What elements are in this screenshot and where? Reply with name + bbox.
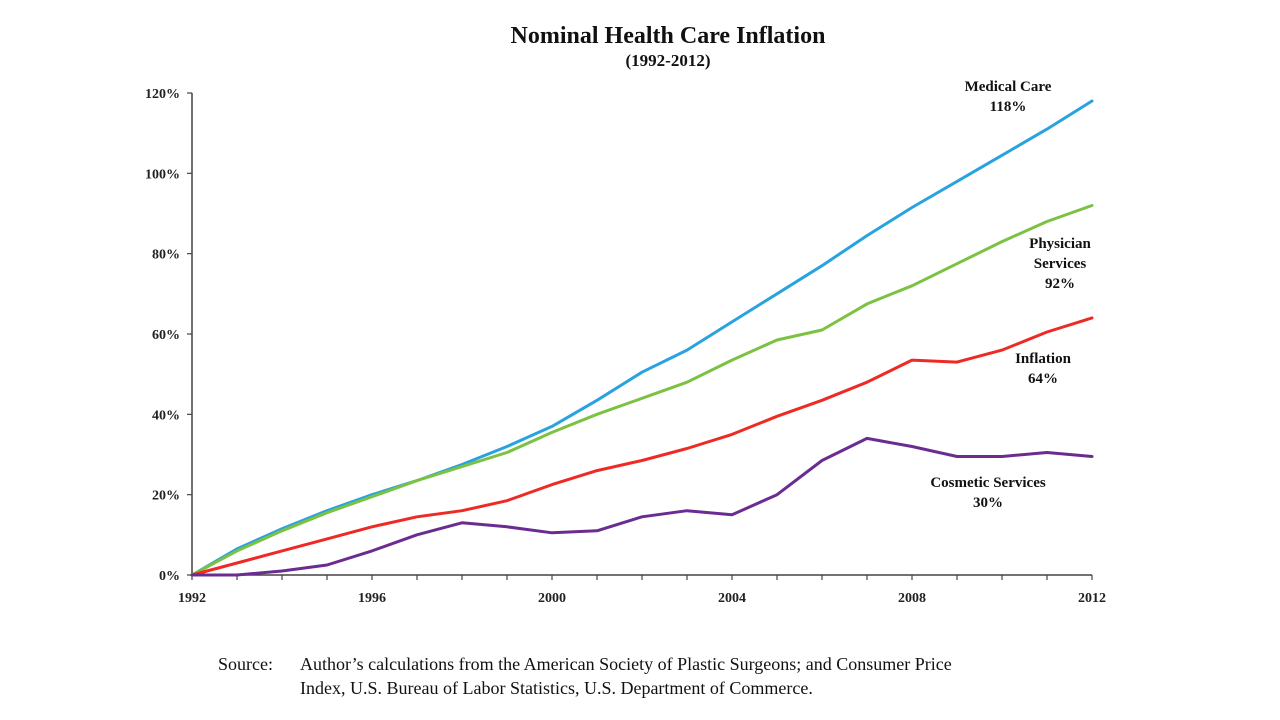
x-tick-label: 1996 (358, 591, 386, 606)
y-tick-label: 20% (152, 489, 180, 504)
series-line-physician-services (190, 204, 1094, 577)
x-tick-label: 2004 (718, 591, 746, 606)
series-label-inflation: Inflation (1015, 351, 1072, 367)
y-tick-label: 80% (152, 248, 180, 263)
y-tick-label: 100% (145, 167, 180, 182)
source-note: Source: Author’s calculations from the A… (218, 652, 1178, 700)
source-label: Source: (218, 654, 273, 674)
x-tick-label: 2000 (538, 591, 566, 606)
series-label-inflation: 64% (1028, 371, 1058, 387)
source-line-1: Author’s calculations from the American … (300, 654, 952, 674)
series-label-cosmetic-services: Cosmetic Services (930, 475, 1046, 491)
source-line-2: Index, U.S. Bureau of Labor Statistics, … (300, 678, 813, 698)
series-label-physician-services: Physician (1029, 236, 1091, 252)
chart-subtitle: (1992-2012) (626, 51, 711, 70)
series-label-physician-services: Services (1034, 256, 1087, 272)
series-line-inflation (190, 316, 1094, 577)
x-tick-label: 2012 (1078, 591, 1106, 606)
series-line-cosmetic-services (190, 436, 1094, 577)
series-line-medical-care (190, 99, 1094, 577)
x-tick-label: 1992 (178, 591, 206, 606)
y-tick-label: 40% (152, 408, 180, 423)
series-label-medical-care: 118% (990, 99, 1027, 115)
series-label-cosmetic-services: 30% (973, 495, 1003, 511)
y-tick-label: 0% (159, 569, 180, 584)
series-layer (190, 99, 1094, 577)
axes: 0% 20% 40% 60% 80% 100% 120% 1992 1996 2000 2004 20… (145, 87, 1106, 606)
y-tick-label: 60% (152, 328, 180, 343)
chart-title: Nominal Health Care Inflation (511, 23, 826, 49)
x-tick-label: 2008 (898, 591, 926, 606)
series-label-physician-services: 92% (1045, 276, 1075, 292)
series-label-medical-care: Medical Care (965, 79, 1052, 95)
y-tick-label: 120% (145, 87, 180, 102)
series-labels: Medical Care 118% Physician Services 92% Infl… (930, 79, 1091, 511)
